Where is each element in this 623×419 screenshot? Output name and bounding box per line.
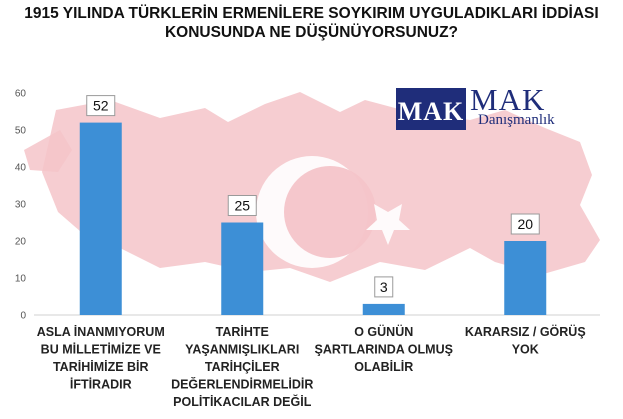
data-labels: 52 25 3 20 [86, 95, 540, 298]
category-label-line: TARİHTE [216, 324, 269, 339]
y-tick-label: 30 [15, 200, 27, 211]
y-tick-label: 60 [15, 89, 27, 100]
mak-logo-mark-icon: MAK [396, 88, 466, 130]
data-label-box [510, 213, 540, 235]
category-label-line: KARARSIZ / GÖRÜŞ [465, 324, 586, 339]
category-label-line: TARİHÇİLER [205, 359, 280, 374]
logo-subtitle: Danışmanlık [478, 112, 555, 128]
mak-logo: MAK MAK Danışmanlık [396, 82, 582, 130]
bar [79, 122, 122, 315]
y-tick-label: 10 [15, 274, 27, 285]
data-label: 25 [234, 198, 250, 214]
bar [362, 303, 405, 315]
chart-title-line-2: KONUSUNDA NE DÜŞÜNÜYORSUNUZ? [164, 24, 459, 41]
category-label-line: OLABİLİR [354, 359, 413, 374]
category-label-line: TARİHİMİZE BİR [53, 359, 149, 374]
category-label-line: ASLA İNANMIYORUM [37, 324, 165, 339]
category-label: KARARSIZ / GÖRÜŞ YOK [465, 324, 586, 357]
data-label-box [227, 195, 257, 216]
data-label: 52 [93, 98, 109, 114]
data-label-box [86, 95, 116, 117]
x-axis-categories: ASLA İNANMIYORUM BU MİLLETİMİZE VE TARİHİM… [37, 324, 586, 409]
category-label-line: ŞARTLARINDA OLMUŞ [315, 343, 453, 357]
category-label-line: YOK [512, 343, 539, 357]
bar [504, 241, 547, 315]
logo-mark-text: MAK [398, 97, 465, 126]
y-tick-label: 50 [15, 126, 27, 137]
turkey-flag-map-watermark-icon [24, 92, 600, 282]
data-label-box [374, 276, 394, 298]
category-label-line: POLİTİKACILAR DEĞİL [173, 394, 312, 409]
category-label-line: O GÜNÜN [354, 324, 413, 339]
category-label-line: DEĞERLENDİRMELİDİR [171, 377, 313, 392]
category-label: O GÜNÜN ŞARTLARINDA OLMUŞ OLABİLİR [315, 324, 453, 374]
category-label: TARİHTE YAŞANMIŞLIKLARI TARİHÇİLER DEĞERLEN… [171, 324, 313, 409]
data-label: 3 [380, 279, 388, 295]
category-label-line: YAŞANMIŞLIKLARI [185, 343, 299, 357]
y-tick-label: 40 [15, 163, 27, 174]
category-label-line: BU MİLLETİMİZE VE [41, 342, 161, 357]
data-label: 20 [517, 216, 533, 232]
chart-title-line-1: 1915 YILINDA TÜRKLERİN ERMENİLERE SOYKIR… [24, 5, 599, 22]
y-tick-label: 0 [20, 311, 26, 322]
bar [221, 222, 264, 315]
category-label: ASLA İNANMIYORUM BU MİLLETİMİZE VE TARİHİM… [37, 324, 165, 392]
y-tick-label: 20 [15, 237, 27, 248]
logo-word: MAK [470, 82, 546, 117]
category-label-line: İFTİRADIR [70, 377, 132, 392]
chart-title: 1915 YILINDA TÜRKLERİN ERMENİLERE SOYKIR… [0, 4, 623, 42]
bars [79, 122, 547, 315]
